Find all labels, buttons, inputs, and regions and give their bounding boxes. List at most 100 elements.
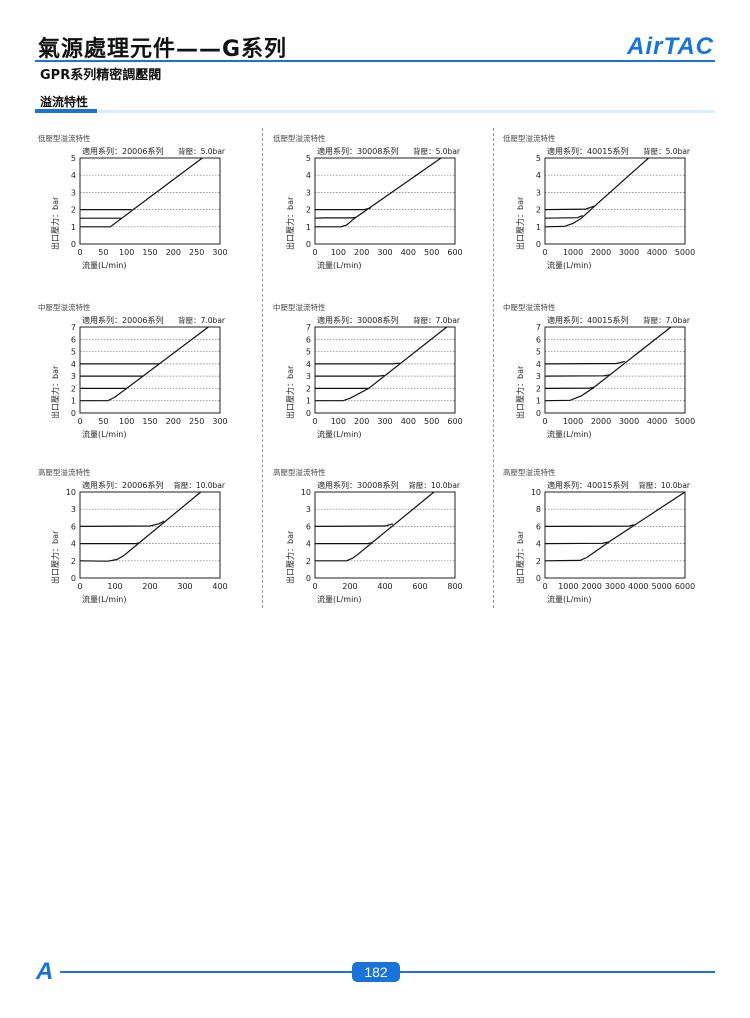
y-tick-label: 5 [71, 348, 76, 357]
page-number: 182 [352, 962, 400, 982]
chart-back-pressure: 背壓：10.0bar [173, 480, 226, 490]
y-tick-label: 2 [71, 384, 76, 393]
y-tick-label: 6 [71, 335, 76, 344]
pressure-curve-1 [544, 157, 649, 228]
x-tick-label: 400 [377, 582, 392, 591]
chart-series-label: 適用系列：30008系列 [317, 315, 398, 325]
x-tick-label: 800 [447, 582, 462, 591]
y-tick-label: 10 [66, 488, 76, 497]
overflow-chart: 低壓型溢流特性 適用系列：30008系列 背壓：5.0bar 0 1 2 3 4 5 0 100 20… [265, 133, 497, 278]
x-tick-label: 200 [166, 248, 181, 257]
y-tick-label: 1 [306, 397, 311, 406]
y-tick-label: 6 [306, 522, 311, 531]
plot-frame [79, 326, 221, 414]
pressure-curve-1 [315, 157, 442, 228]
x-tick-label: 3000 [619, 417, 639, 426]
x-axis-label: 流量(L/min) [317, 429, 361, 439]
x-tick-label: 200 [354, 417, 369, 426]
y-tick-label: 6 [536, 335, 541, 344]
y-axis-label: 出口壓力：bar [50, 530, 60, 584]
x-tick-label: 150 [142, 417, 157, 426]
x-tick-label: 0 [542, 248, 547, 257]
x-tick-label: 5000 [651, 582, 671, 591]
x-tick-label: 500 [424, 417, 439, 426]
x-tick-label: 150 [142, 248, 157, 257]
x-axis-label: 流量(L/min) [317, 594, 361, 604]
y-axis-label: 出口壓力：bar [285, 530, 295, 584]
chart-series-label: 適用系列：30008系列 [317, 480, 398, 490]
chart-back-pressure: 背壓：10.0bar [408, 480, 461, 490]
chart-series-label: 適用系列：20006系列 [82, 146, 163, 156]
x-tick-label: 0 [77, 248, 82, 257]
y-tick-label: 1 [71, 223, 76, 232]
y-tick-label: 3 [536, 372, 541, 381]
chart-back-pressure: 背壓：5.0bar [178, 146, 226, 156]
y-tick-label: 5 [71, 154, 76, 163]
pressure-curve-2 [544, 215, 584, 219]
pressure-curve-1 [315, 491, 435, 562]
column-separator [262, 128, 263, 608]
y-tick-label: 1 [536, 223, 541, 232]
y-tick-label: 2 [536, 206, 541, 215]
x-tick-label: 50 [98, 417, 108, 426]
y-tick-label: 3 [306, 505, 311, 514]
pressure-curve-3 [79, 520, 165, 527]
x-tick-label: 200 [166, 417, 181, 426]
plot-frame [314, 157, 456, 245]
y-tick-label: 5 [536, 348, 541, 357]
y-axis-label: 出口壓力：bar [515, 196, 525, 250]
chart-title: 中壓型溢流特性 [38, 302, 91, 312]
x-tick-label: 600 [447, 248, 462, 257]
y-tick-label: 6 [306, 335, 311, 344]
pressure-curve-2 [544, 541, 610, 545]
y-tick-label: 1 [71, 397, 76, 406]
x-tick-label: 100 [119, 417, 134, 426]
x-tick-label: 400 [401, 248, 416, 257]
y-tick-label: 4 [536, 360, 541, 369]
x-tick-label: 50 [98, 248, 108, 257]
y-tick-label: 0 [306, 409, 311, 418]
chart-title: 低壓型溢流特性 [503, 133, 556, 143]
pressure-curve-2 [314, 216, 356, 219]
pressure-curve-1 [544, 326, 672, 402]
chart-title: 高壓型溢流特性 [38, 467, 91, 477]
y-tick-label: 10 [301, 488, 311, 497]
chart-back-pressure: 背壓：5.0bar [413, 146, 461, 156]
x-axis-label: 流量(L/min) [82, 260, 126, 270]
chart-series-label: 適用系列：30008系列 [317, 146, 398, 156]
chart-back-pressure: 背壓：7.0bar [643, 315, 691, 325]
y-tick-label: 2 [71, 557, 76, 566]
chart-series-label: 適用系列：40015系列 [547, 480, 628, 490]
y-tick-label: 4 [71, 360, 76, 369]
y-tick-label: 0 [536, 409, 541, 418]
y-tick-label: 0 [71, 240, 76, 249]
y-tick-label: 6 [71, 522, 76, 531]
y-tick-label: 0 [306, 240, 311, 249]
x-axis-label: 流量(L/min) [547, 429, 591, 439]
x-tick-label: 0 [312, 582, 317, 591]
pressure-curve-1 [315, 326, 448, 402]
y-tick-label: 3 [71, 372, 76, 381]
y-tick-label: 4 [536, 171, 541, 180]
x-tick-label: 200 [354, 248, 369, 257]
x-tick-label: 300 [212, 248, 227, 257]
chart-series-label: 適用系列：20006系列 [82, 480, 163, 490]
x-tick-label: 2000 [591, 417, 611, 426]
x-tick-label: 100 [331, 417, 346, 426]
y-tick-label: 2 [536, 557, 541, 566]
pressure-curve-3 [544, 374, 610, 377]
y-tick-label: 0 [306, 574, 311, 583]
x-tick-label: 0 [77, 417, 82, 426]
x-tick-label: 1000 [558, 582, 578, 591]
y-tick-label: 6 [536, 522, 541, 531]
y-tick-label: 2 [306, 206, 311, 215]
y-tick-label: 2 [536, 384, 541, 393]
x-tick-label: 400 [401, 417, 416, 426]
overflow-chart: 高壓型溢流特性 適用系列：40015系列 背壓：10.0bar 0 2 4 6 8 10 0 100… [495, 467, 727, 612]
plot-frame [79, 491, 221, 579]
